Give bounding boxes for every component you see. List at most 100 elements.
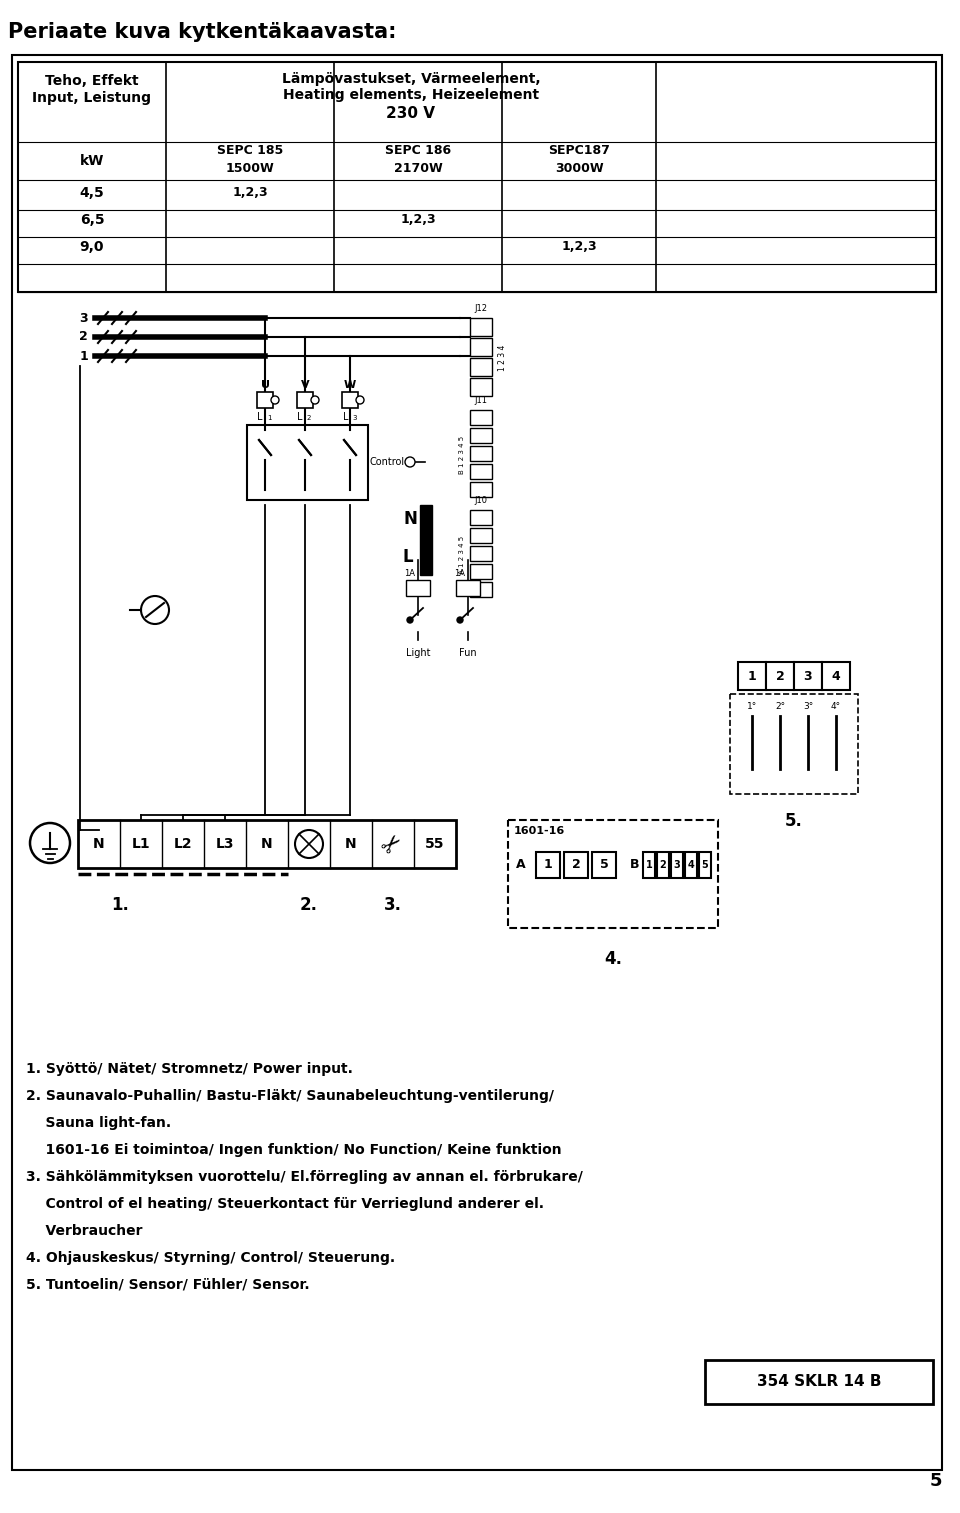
Text: 3000W: 3000W — [555, 162, 603, 176]
Text: 1A: 1A — [404, 569, 415, 578]
Text: 2: 2 — [776, 669, 784, 682]
Text: 354 SKLR 14 B: 354 SKLR 14 B — [756, 1374, 881, 1389]
Text: B 1 2 3 4 5: B 1 2 3 4 5 — [459, 436, 465, 474]
Bar — [699, 852, 711, 878]
Text: L: L — [298, 412, 303, 422]
Bar — [247, 425, 368, 499]
Text: 2: 2 — [80, 330, 88, 343]
Text: 2.: 2. — [300, 896, 318, 914]
Text: 1°: 1° — [747, 702, 757, 711]
Bar — [671, 852, 683, 878]
Text: N: N — [346, 837, 357, 850]
Text: 1: 1 — [748, 669, 756, 682]
Text: 5.: 5. — [785, 812, 803, 831]
Circle shape — [356, 396, 364, 404]
Bar — [470, 528, 492, 543]
Text: Periaate kuva kytkentäkaavasta:: Periaate kuva kytkentäkaavasta: — [8, 23, 396, 42]
Circle shape — [405, 457, 415, 468]
Bar — [470, 546, 492, 561]
Text: 4,5: 4,5 — [80, 186, 105, 200]
Circle shape — [30, 823, 70, 862]
Bar — [456, 579, 480, 596]
Text: 3.: 3. — [384, 896, 402, 914]
Text: Lämpövastukset, Värmeelement,: Lämpövastukset, Värmeelement, — [281, 73, 540, 86]
Text: 9,0: 9,0 — [80, 241, 105, 254]
Bar — [685, 852, 697, 878]
Text: Light: Light — [406, 648, 430, 658]
Text: V: V — [300, 380, 309, 390]
Bar — [470, 564, 492, 579]
Bar — [738, 663, 766, 690]
Bar — [470, 510, 492, 525]
Text: ✂: ✂ — [377, 828, 409, 859]
Circle shape — [141, 596, 169, 623]
Text: 1: 1 — [646, 859, 653, 870]
Bar — [643, 852, 655, 878]
Text: 3: 3 — [804, 669, 812, 682]
Text: 5: 5 — [702, 859, 708, 870]
Bar — [470, 318, 492, 336]
Bar — [406, 579, 430, 596]
Text: 2: 2 — [307, 415, 311, 421]
Text: J12: J12 — [474, 304, 488, 313]
Text: 4: 4 — [687, 859, 694, 870]
Text: 3: 3 — [674, 859, 681, 870]
Text: 6,5: 6,5 — [80, 213, 105, 227]
Text: 2. Saunavalo-Puhallin/ Bastu-Fläkt/ Saunabeleuchtung-ventilerung/: 2. Saunavalo-Puhallin/ Bastu-Fläkt/ Saun… — [26, 1089, 554, 1103]
Circle shape — [457, 617, 463, 623]
Bar — [342, 392, 358, 409]
Text: L: L — [402, 548, 414, 566]
Text: 3. Sähkölämmityksen vuorottelu/ El.förregling av annan el. förbrukare/: 3. Sähkölämmityksen vuorottelu/ El.förre… — [26, 1170, 583, 1185]
Text: 1 2 3 4: 1 2 3 4 — [498, 345, 507, 371]
Text: SEPC 185: SEPC 185 — [217, 144, 283, 157]
Text: 55: 55 — [425, 837, 444, 850]
Text: Input, Leistung: Input, Leistung — [33, 91, 152, 104]
Text: 1A: 1A — [454, 569, 465, 578]
Text: N: N — [403, 510, 417, 528]
Bar — [470, 359, 492, 377]
Text: 4. Ohjauskeskus/ Styrning/ Control/ Steuerung.: 4. Ohjauskeskus/ Styrning/ Control/ Steu… — [26, 1251, 396, 1265]
Text: 4: 4 — [831, 669, 840, 682]
Bar — [766, 663, 794, 690]
Text: L2: L2 — [174, 837, 192, 850]
Bar — [420, 505, 432, 575]
Text: W: W — [344, 380, 356, 390]
Text: Verbraucher: Verbraucher — [26, 1224, 142, 1238]
Circle shape — [271, 396, 279, 404]
Text: Heating elements, Heizeelement: Heating elements, Heizeelement — [283, 88, 540, 101]
Bar — [470, 583, 492, 598]
Text: 5: 5 — [600, 858, 609, 871]
Text: N: N — [261, 837, 273, 850]
Text: kW: kW — [80, 154, 105, 168]
Text: 4°: 4° — [831, 702, 841, 711]
Text: 3°: 3° — [803, 702, 813, 711]
Text: Sauna light-fan.: Sauna light-fan. — [26, 1117, 171, 1130]
Text: Control: Control — [370, 457, 405, 468]
Bar — [657, 852, 669, 878]
Bar — [508, 820, 718, 927]
Text: 2: 2 — [660, 859, 666, 870]
Text: 1,2,3: 1,2,3 — [232, 186, 268, 200]
Text: SEPC187: SEPC187 — [548, 144, 610, 157]
Text: 1,2,3: 1,2,3 — [400, 213, 436, 225]
Text: L1: L1 — [132, 837, 151, 850]
Text: L: L — [343, 412, 348, 422]
Text: 1. Syöttö/ Nätet/ Stromnetz/ Power input.: 1. Syöttö/ Nätet/ Stromnetz/ Power input… — [26, 1062, 353, 1076]
Bar — [564, 852, 588, 878]
Bar — [470, 483, 492, 496]
Text: J10: J10 — [474, 496, 488, 505]
Bar — [794, 663, 822, 690]
Text: 3: 3 — [352, 415, 356, 421]
Bar — [470, 446, 492, 461]
Bar — [470, 410, 492, 425]
Text: J11: J11 — [474, 396, 488, 405]
Text: 3: 3 — [80, 312, 88, 324]
Text: 1500W: 1500W — [226, 162, 275, 176]
Text: 1601-16 Ei toimintoa/ Ingen funktion/ No Function/ Keine funktion: 1601-16 Ei toimintoa/ Ingen funktion/ No… — [26, 1142, 562, 1157]
Bar — [705, 1360, 933, 1404]
Text: 1601-16: 1601-16 — [514, 826, 565, 837]
Bar — [730, 694, 858, 794]
Text: Teho, Effekt: Teho, Effekt — [45, 74, 139, 88]
Text: 1: 1 — [80, 350, 88, 363]
Text: A: A — [516, 858, 526, 871]
